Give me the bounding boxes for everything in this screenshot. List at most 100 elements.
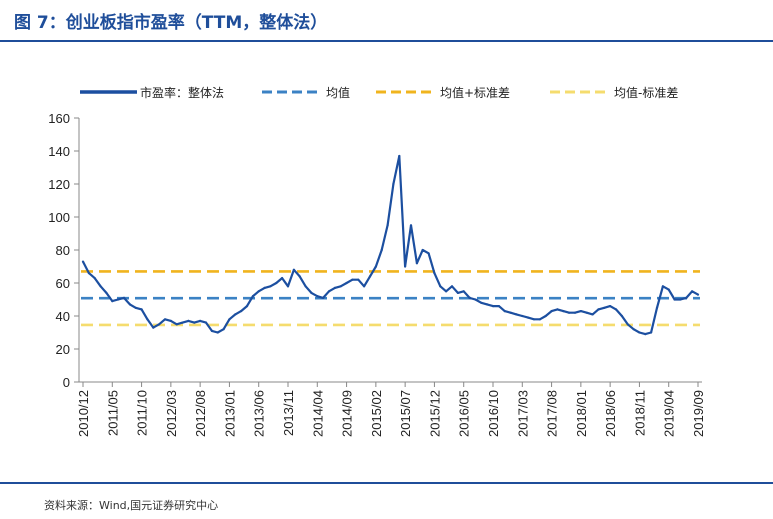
pe-data-point: [614, 308, 618, 311]
pe-data-point: [117, 298, 120, 301]
x-tick-label: 2016/05: [457, 390, 472, 437]
pe-data-point: [415, 262, 418, 265]
pe-data-point: [515, 313, 518, 316]
pe-data-point: [228, 318, 231, 321]
x-tick-label: 2016/10: [486, 390, 501, 437]
x-tick-label: 2013/01: [222, 390, 237, 437]
pe-data-point: [380, 248, 383, 252]
pe-data-point: [480, 301, 483, 304]
pe-data-point: [368, 275, 372, 278]
y-tick-label: 60: [56, 276, 70, 291]
pe-data-point: [427, 252, 430, 255]
title-divider: [0, 40, 773, 42]
pe-data-point: [626, 323, 629, 326]
x-tick-label: 2011/05: [105, 390, 120, 436]
x-tick-label: 2015/07: [398, 390, 413, 437]
pe-data-point: [462, 290, 465, 293]
pe-data-point: [650, 331, 653, 334]
pe-data-point: [538, 318, 542, 321]
pe-data-point: [655, 306, 659, 309]
x-tick-label: 2018/06: [603, 390, 618, 437]
pe-data-point: [292, 268, 295, 271]
pe-data-point: [392, 182, 395, 186]
pe-data-point: [275, 281, 278, 285]
pe-data-point: [573, 311, 577, 314]
pe-data-point: [550, 310, 553, 313]
pe-data-point: [433, 272, 436, 275]
x-tick-label: 2013/11: [281, 390, 296, 436]
x-tick-label: 2017/08: [545, 390, 560, 437]
pe-data-point: [234, 313, 237, 316]
pe-data-point: [128, 303, 131, 306]
x-tick-label: 2018/01: [574, 390, 589, 437]
y-tick-label: 0: [63, 375, 70, 390]
pe-data-point: [222, 328, 225, 331]
pe-data-point: [509, 311, 512, 314]
pe-data-point: [158, 323, 161, 326]
pe-data-point: [404, 265, 407, 268]
y-tick-label: 160: [48, 111, 70, 126]
pe-data-point: [568, 311, 571, 314]
y-tick-label: 100: [48, 210, 70, 225]
pe-data-point: [327, 290, 331, 293]
pe-data-point: [152, 326, 155, 329]
x-tick-label: 2018/11: [632, 390, 647, 436]
footer-divider: [0, 482, 773, 484]
pe-data-point: [445, 290, 448, 293]
pe-data-point: [503, 310, 506, 313]
x-tick-label: 2013/06: [252, 390, 267, 437]
pe-data-point: [491, 305, 495, 308]
y-tick-label: 20: [56, 342, 70, 357]
legend-label-upper: 均值+标准差: [440, 85, 510, 100]
y-tick-label: 40: [56, 309, 70, 324]
pe-data-point: [544, 314, 547, 318]
pe-data-point: [310, 291, 313, 294]
pe-data-point: [193, 321, 196, 324]
pe-data-point: [439, 285, 442, 288]
pe-data-point: [474, 298, 477, 301]
pe-data-point: [486, 303, 489, 306]
x-tick-label: 2014/09: [340, 390, 355, 437]
pe-data-point: [661, 285, 665, 288]
pe-data-point: [363, 285, 366, 288]
pe-data-point: [527, 316, 530, 319]
pe-data-point: [386, 224, 389, 227]
pe-data-point: [169, 319, 172, 322]
series-layer: [81, 154, 700, 336]
legend-label-mean: 均值: [326, 85, 350, 100]
pe-data-point: [304, 285, 307, 288]
pe-data-point: [345, 281, 348, 285]
y-axis-ticks: 0 20 40 60 80 100 120 140 160: [48, 111, 79, 390]
pe-data-point: [679, 298, 682, 301]
pe-data-point: [556, 308, 559, 311]
x-axis-ticks: 2010/12 2011/05 2011/10 2012/03 2012/08 2013/…: [76, 382, 706, 437]
pe-data-point: [240, 310, 243, 313]
pe-data-point: [691, 290, 694, 293]
pe-data-point: [609, 305, 612, 308]
x-tick-label: 2010/12: [76, 390, 91, 437]
pe-data-point: [316, 295, 319, 298]
pe-data-point: [644, 333, 647, 336]
pe-data-point: [216, 331, 219, 334]
pe-data-point: [673, 298, 676, 301]
pe-data-point: [374, 265, 377, 268]
pe-data-point: [357, 278, 360, 281]
pe-data-point: [421, 248, 424, 252]
pe-data-point: [322, 296, 325, 299]
pe-data-point: [281, 277, 284, 280]
pe-data-point: [398, 154, 401, 158]
x-tick-label: 2019/09: [691, 390, 706, 437]
y-tick-label: 80: [56, 243, 70, 258]
pe-data-point: [591, 313, 594, 316]
pe-data-point: [269, 285, 272, 288]
x-tick-label: 2011/10: [135, 390, 150, 436]
pe-data-point: [532, 318, 536, 321]
pe-data-point: [122, 296, 126, 299]
x-tick-label: 2019/04: [662, 390, 677, 437]
pe-data-point: [579, 310, 583, 313]
pe-data-point: [333, 286, 336, 289]
pe-data-point: [632, 328, 635, 331]
pe-series-line: [82, 154, 699, 336]
x-tick-label: 2017/03: [515, 390, 530, 437]
pe-data-point: [456, 291, 459, 294]
